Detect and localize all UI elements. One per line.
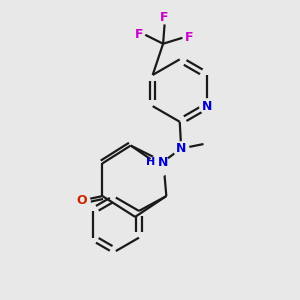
Text: O: O [76, 194, 87, 207]
Text: H: H [146, 158, 155, 167]
Text: F: F [134, 28, 143, 41]
Text: N: N [158, 156, 169, 169]
Text: F: F [185, 31, 193, 44]
Text: N: N [176, 142, 186, 155]
Text: F: F [160, 11, 169, 24]
Text: N: N [202, 100, 212, 113]
